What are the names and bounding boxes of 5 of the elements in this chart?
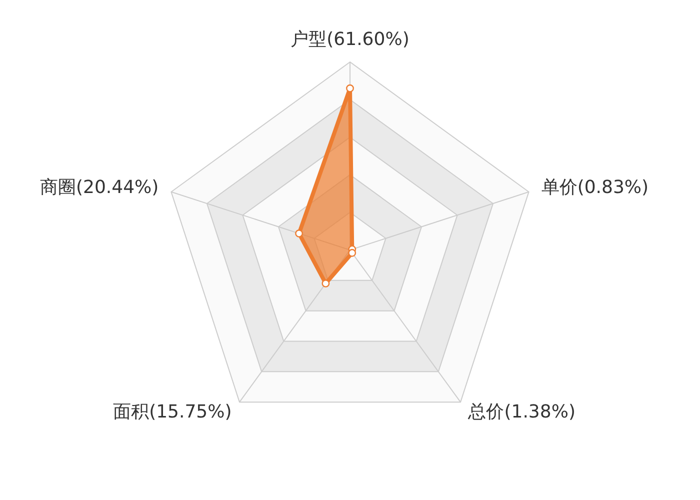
spoke-label: 户型(61.60%) xyxy=(290,28,410,50)
spoke-label: 商圈(20.44%) xyxy=(40,176,159,198)
spoke-label: 单价(0.83%) xyxy=(541,176,649,198)
spoke-label: 总价(1.38%) xyxy=(467,402,576,423)
spoke-label: 面积(15.75%) xyxy=(113,402,232,423)
